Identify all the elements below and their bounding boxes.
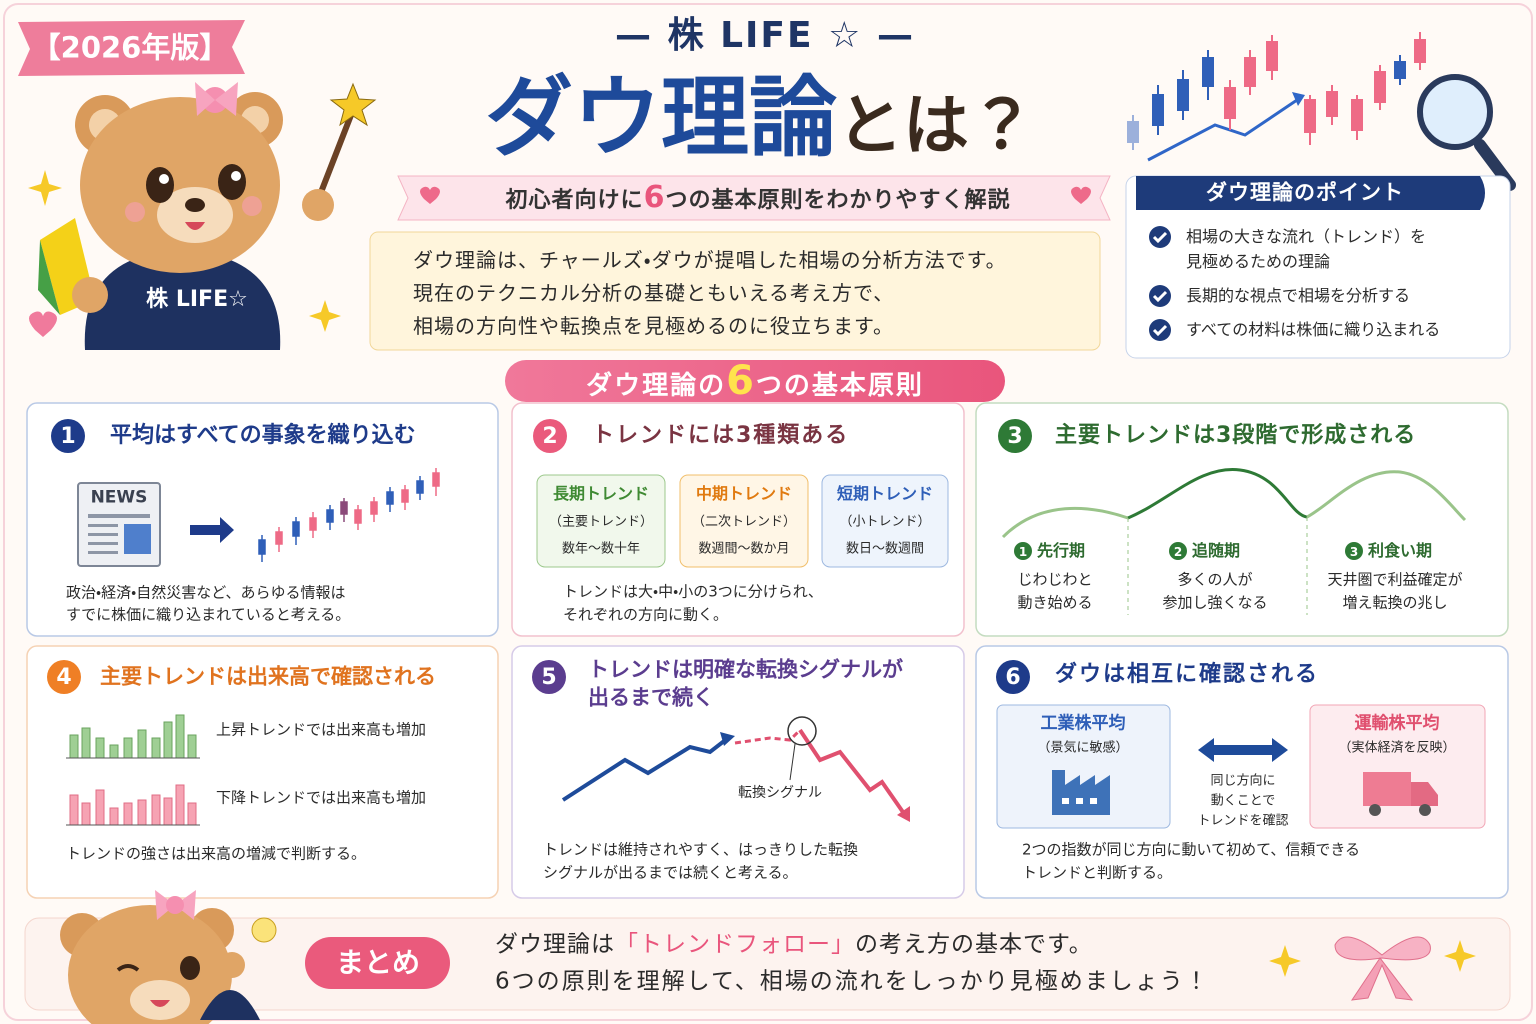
summary-text: 6つの原則を理解して、相場の流れをしっかり見極めましょう！: [495, 968, 1210, 995]
points-title: ダウ理論のポイント: [1206, 180, 1404, 205]
section-number: 6: [1005, 665, 1021, 690]
phase-desc: じわじわと: [1017, 570, 1093, 589]
section-text: トレンドは維持されやすく、はっきりした転換: [543, 840, 859, 859]
summary-text: の考え方の基本です。: [855, 931, 1093, 958]
subtitle: つの基本原則をわかりやすく解説: [665, 188, 1011, 213]
index-name: 運輸株平均: [1354, 713, 1440, 734]
phase-number: 1: [1018, 545, 1028, 559]
section-number: 4: [56, 665, 72, 690]
section-number: 5: [541, 665, 557, 690]
phase-name: 利食い期: [1368, 541, 1433, 560]
candlestick-decoration: [1127, 32, 1516, 191]
summary-text: ダウ理論は: [495, 931, 615, 958]
phase-desc: 動き始める: [1017, 593, 1093, 612]
intro-text: 相場の方向性や転換点を見極めるのに役立ちます。: [413, 314, 894, 338]
phase-number: 2: [1173, 545, 1183, 559]
section-title: トレンドには3種類ある: [592, 423, 850, 448]
summary-label: まとめ: [335, 946, 421, 979]
section-title: トレンドは明確な転換シグナルが: [588, 657, 903, 682]
trend-period: 数日〜数週間: [845, 541, 925, 557]
section-text: シグナルが出るまでは続くと考える。: [543, 863, 798, 882]
icon-label: NEWS: [90, 487, 148, 508]
trend-name: 中期トレンド: [695, 484, 793, 503]
section-text: すでに株価に織り込まれていると考える。: [66, 605, 351, 624]
section-title: 主要トレンドは3段階で形成される: [1055, 423, 1417, 448]
trend-alias: （主要トレンド）: [548, 514, 654, 530]
signal-label: 転換シグナル: [738, 785, 822, 801]
section-text: 2つの指数が同じ方向に動いて初めて、信頼できる: [1022, 840, 1361, 859]
heading-number: 6: [726, 358, 756, 404]
link-text: トレンドを確認: [1197, 813, 1289, 829]
section-title: ダウは相互に確認される: [1055, 662, 1320, 687]
badge: 【2026年版】: [31, 30, 229, 65]
index-name: 工業株平均: [1040, 713, 1126, 734]
trend-name: 長期トレンド: [552, 484, 650, 503]
section-title: 出るまで続く: [588, 685, 714, 710]
index-note: （景気に敏感）: [1037, 740, 1129, 756]
volume-text: 上昇トレンドでは出来高も増加: [216, 720, 427, 739]
point-text: 相場の大きな流れ（トレンド）を: [1186, 227, 1427, 246]
mascot: [28, 82, 377, 350]
mascot: [60, 890, 277, 1024]
section-title: 主要トレンドは出来高で確認される: [100, 664, 436, 689]
trend-alias: （小トレンド）: [839, 514, 931, 530]
point-text: 見極めるための理論: [1186, 252, 1331, 271]
section-text: それぞれの方向に動く。: [563, 605, 729, 624]
principles-heading: ダウ理論の6つの基本原則: [586, 361, 924, 401]
title-line: ダウ理論とは？: [485, 74, 1035, 162]
summary-highlight: 「トレンドフォロー」: [615, 931, 855, 958]
section-text: トレンドと判断する。: [1022, 863, 1173, 882]
link-text: 動くことで: [1210, 793, 1276, 809]
intro-text: 現在のテクニカル分析の基礎ともいえる考え方で、: [413, 281, 895, 305]
phase-name: 追随期: [1192, 541, 1241, 560]
section-text: 政治・経済・自然災害など、あらゆる情報は: [66, 583, 346, 602]
subtitle: 初心者向けに: [505, 188, 644, 213]
phase-number: 3: [1349, 545, 1359, 559]
trend-alias: （二次トレンド）: [691, 514, 797, 530]
title-suffix: とは？: [837, 87, 1036, 164]
link-text: 同じ方向に: [1210, 773, 1276, 789]
section-title: 平均はすべての事象を織り込む: [110, 423, 416, 448]
point-text: すべての材料は株価に織り込まれる: [1186, 320, 1441, 339]
section-text: トレンドの強さは出来高の増減で判断する。: [66, 844, 367, 863]
phase-desc: 参加し強くなる: [1162, 593, 1268, 612]
volume-text: 下降トレンドでは出来高も増加: [216, 788, 427, 807]
brand: — 株 LIFE ☆ —: [615, 15, 915, 56]
subtitle-number: 6: [643, 180, 666, 215]
trend-period: 数年〜数十年: [561, 541, 641, 557]
point-text: 長期的な視点で相場を分析する: [1186, 286, 1411, 305]
section-number: 1: [60, 424, 76, 449]
heading: つの基本原則: [755, 371, 924, 401]
intro-text: ダウ理論は、チャールズ・ダウが提唱した相場の分析方法です。: [413, 248, 1007, 272]
trend-period: 数週間〜数か月: [698, 541, 790, 557]
index-note: （実体経済を反映）: [1338, 740, 1456, 756]
heading: ダウ理論の: [586, 371, 727, 401]
phase-desc: 多くの人が: [1177, 570, 1253, 589]
phase-name: 先行期: [1037, 541, 1086, 560]
subtitle-line: 初心者向けに6つの基本原則をわかりやすく解説: [506, 183, 1011, 213]
hoodie-label: 株 LIFE☆: [146, 287, 248, 312]
section-number: 2: [542, 424, 558, 449]
phase-desc: 増え転換の兆し: [1342, 593, 1448, 612]
title: ダウ理論: [484, 66, 838, 169]
section-text: トレンドは大・中・小の3つに分けられ、: [563, 582, 823, 601]
trend-name: 短期トレンド: [836, 484, 934, 503]
section-number: 3: [1007, 424, 1023, 449]
phase-desc: 天井圏で利益確定が: [1327, 570, 1463, 589]
summary-line: ダウ理論は「トレンドフォロー」の考え方の基本です。: [495, 931, 1093, 958]
